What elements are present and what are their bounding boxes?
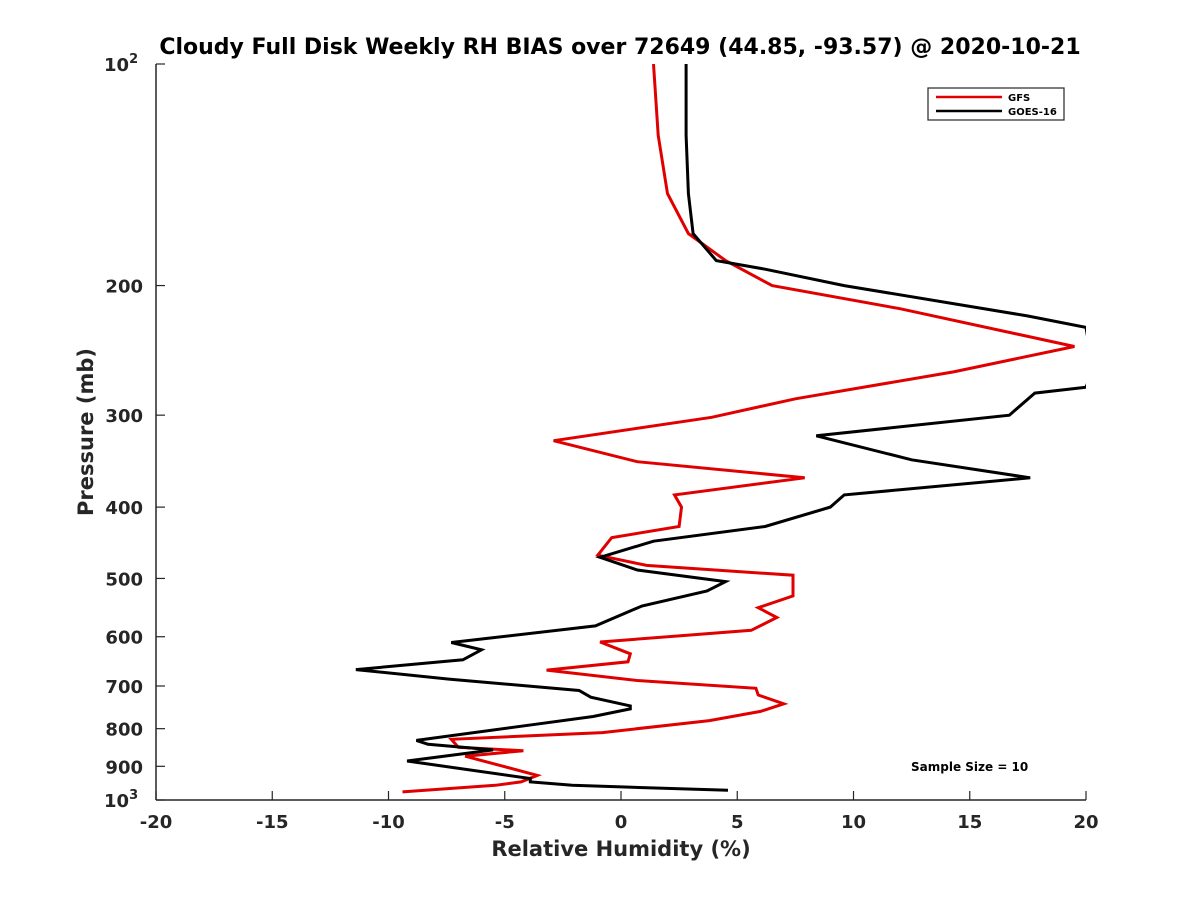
legend: GFS GOES-16 [927,87,1065,121]
y-tick-label: 900 [105,757,143,778]
x-tick-label: 15 [957,812,982,833]
x-axis-label: Relative Humidity (%) [491,837,750,861]
x-tick-label: -15 [256,812,289,833]
series-line-gfs [402,64,1075,794]
y-tick-label-base: 10 [104,791,129,812]
x-tick-label: 10 [841,812,866,833]
y-tick-label-exponent: 2 [129,52,138,67]
y-tick-label: 600 [105,628,143,649]
series-layer [355,64,1086,794]
y-tick-label: 400 [105,498,143,519]
y-tick-label: 300 [105,406,143,427]
legend-label-gfs: GFS [1008,93,1030,104]
y-axis-label: Pressure (mb) [74,348,98,516]
x-tick-label: -5 [495,812,515,833]
x-tick-label: 20 [1073,812,1098,833]
plot-area: -20 -15 -10 -5 0 5 10 15 20 10220030040050060070… [104,52,1099,833]
y-tick-label: 800 [105,720,143,741]
x-tick-label: -10 [372,812,405,833]
y-tick-label: 200 [105,277,143,298]
x-tick-label: 0 [615,812,628,833]
x-tick-label: 5 [731,812,744,833]
y-tick-label-base: 10 [104,55,129,76]
y-tick-label: 103 [104,788,138,812]
y-tick-label: 700 [105,677,143,698]
legend-label-goes16: GOES-16 [1008,107,1057,118]
x-axis-ticks: -20 -15 -10 -5 0 5 10 15 20 [140,791,1099,833]
y-tick-label-exponent: 3 [129,788,138,803]
chart-title: Cloudy Full Disk Weekly RH BIAS over 726… [159,35,1080,60]
sample-size-annotation: Sample Size = 10 [911,760,1028,774]
y-tick-label: 102 [104,52,138,76]
x-tick-label: -20 [140,812,173,833]
series-line-goes16 [355,64,1086,792]
y-tick-label: 500 [105,569,143,590]
legend-box [927,87,1065,121]
